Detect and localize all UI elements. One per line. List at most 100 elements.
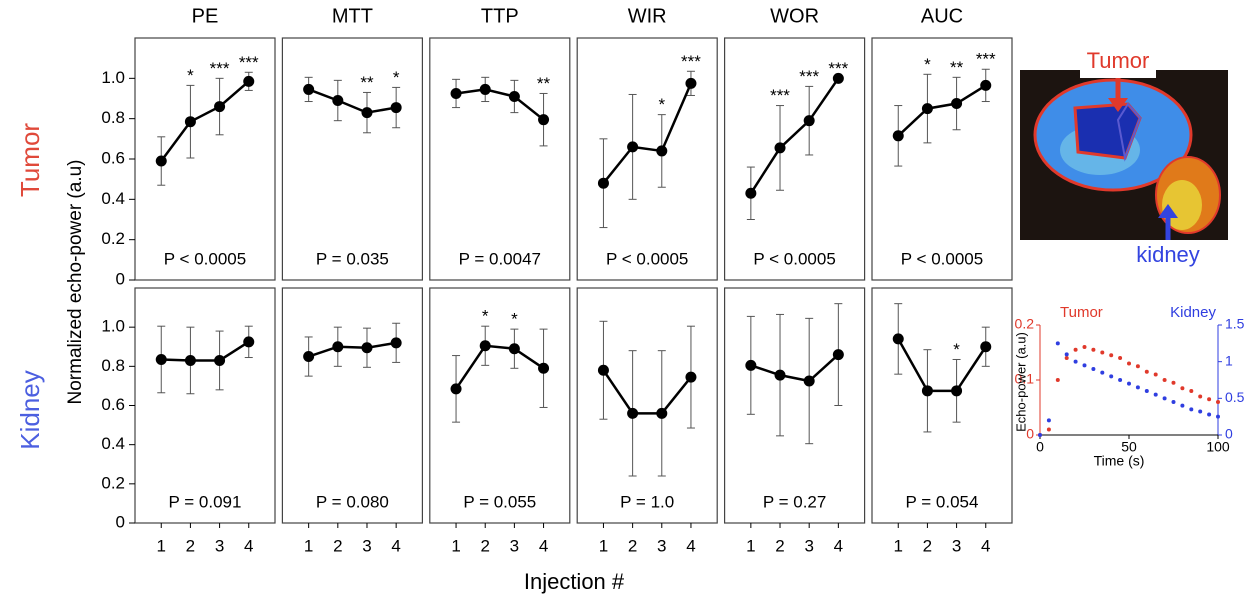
panel-title: AUC	[921, 5, 963, 27]
p-value: P = 0.055	[463, 492, 536, 511]
data-point	[1153, 372, 1158, 377]
data-point	[921, 385, 933, 397]
x-tick-label: 4	[391, 536, 400, 555]
data-point	[1046, 418, 1051, 423]
data-point	[951, 98, 963, 110]
y-tick-label: 0.4	[101, 434, 125, 453]
data-point	[1100, 370, 1105, 375]
data-line	[897, 338, 987, 393]
data-point	[1180, 386, 1185, 391]
data-line	[455, 344, 545, 390]
data-line	[602, 82, 693, 184]
data-point	[803, 115, 815, 127]
data-point	[1109, 374, 1114, 379]
p-value: P < 0.0005	[753, 249, 835, 268]
data-point	[921, 103, 933, 115]
data-point	[1064, 352, 1069, 357]
significance-label: *	[187, 66, 194, 85]
data-point	[155, 155, 167, 167]
data-point	[1135, 385, 1140, 390]
data-line	[160, 80, 250, 162]
significance-label: *	[658, 95, 665, 114]
data-point	[508, 90, 520, 102]
x-tick-label: 100	[1206, 439, 1230, 455]
data-point	[1064, 356, 1069, 360]
data-point	[361, 342, 373, 354]
panel-title: PE	[192, 5, 219, 27]
panel-title: WOR	[770, 5, 819, 27]
panel-frame	[871, 287, 1013, 524]
y-tick-label: 0.2	[101, 229, 125, 248]
x-tick-label: 2	[923, 536, 932, 555]
data-point	[1100, 350, 1105, 355]
y-tick-label: 0.4	[101, 189, 125, 208]
data-point	[1153, 392, 1158, 397]
p-value: P < 0.0005	[606, 249, 688, 268]
data-point	[184, 116, 196, 128]
tumor-image: Tumor kidney	[1020, 48, 1228, 272]
y-tick-label: 1.0	[101, 68, 125, 87]
data-point	[745, 187, 757, 199]
data-point	[1180, 403, 1185, 408]
data-line	[455, 88, 545, 121]
x-tick-label: 4	[539, 536, 548, 555]
y-tick-label: 0	[116, 269, 125, 288]
x-tick-label: 4	[686, 536, 695, 555]
data-point	[1118, 356, 1123, 360]
data-point	[803, 375, 815, 387]
p-value: P = 0.27	[763, 492, 827, 511]
p-value: P = 0.091	[169, 492, 242, 511]
data-point	[774, 369, 786, 381]
data-point	[538, 114, 550, 126]
data-point	[1198, 409, 1203, 414]
significance-label: **	[360, 73, 374, 92]
y-tick-label: 0.8	[101, 356, 125, 375]
panel-frame	[281, 287, 423, 524]
data-point	[1189, 407, 1194, 412]
label-background	[1080, 50, 1156, 78]
data-point	[1073, 359, 1078, 364]
legend-label: Tumor	[1060, 304, 1103, 321]
data-point	[303, 351, 315, 363]
y-tick-label: 0	[1026, 426, 1034, 442]
significance-label: ***	[799, 67, 819, 86]
x-tick-label: 2	[775, 536, 784, 555]
image-label: Tumor	[1087, 48, 1150, 73]
x-tick-label: 3	[510, 536, 519, 555]
x-tick-label: 1	[746, 536, 755, 555]
data-point	[450, 383, 462, 395]
data-point	[832, 72, 844, 84]
data-point	[1046, 427, 1051, 432]
panel-frame	[429, 287, 571, 524]
y-tick-label: 0.2	[1015, 316, 1035, 332]
arrow-head	[1108, 98, 1128, 112]
panel-frame	[723, 37, 866, 281]
p-value: P = 0.080	[316, 492, 389, 511]
panel-frame	[429, 37, 571, 281]
x-tick-label: 3	[804, 536, 813, 555]
data-point	[1082, 363, 1087, 368]
panel-frame	[134, 287, 276, 524]
data-point	[745, 359, 757, 371]
y-tick-label: 0	[116, 512, 125, 531]
x-tick-label: 0	[1036, 439, 1044, 455]
data-point	[627, 407, 639, 419]
x-tick-label: 50	[1121, 439, 1137, 455]
y2-tick-label: 0	[1225, 426, 1233, 442]
y-tick-label: 1.0	[101, 317, 125, 336]
data-point	[832, 349, 844, 361]
panel-title: WIR	[628, 5, 667, 27]
panel-frame	[723, 287, 866, 524]
data-point	[774, 142, 786, 154]
x-tick-label: 4	[244, 536, 253, 555]
x-tick-label: 1	[157, 536, 166, 555]
data-point	[1144, 369, 1149, 374]
x-tick-label: 2	[480, 536, 489, 555]
significance-label: *	[482, 307, 489, 326]
p-value: P = 0.035	[316, 249, 389, 268]
data-point	[1073, 347, 1078, 352]
data-point	[1216, 400, 1220, 404]
significance-label: ***	[828, 59, 848, 78]
y-axis-label: Normalized echo-power (a.u)	[65, 160, 86, 405]
